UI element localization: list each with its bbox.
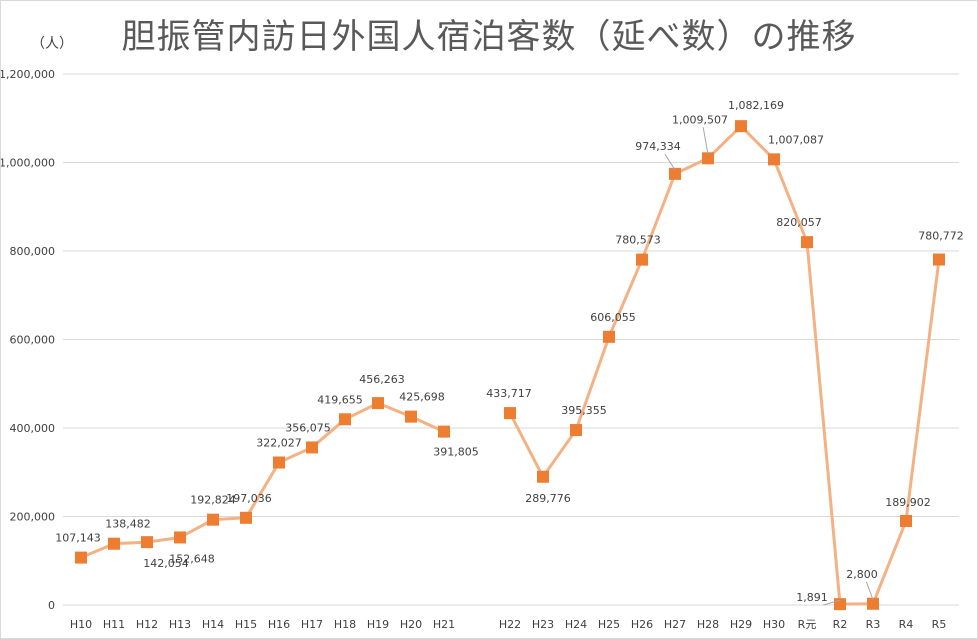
data-point <box>636 253 648 266</box>
y-tick-label: 600,000 <box>10 334 56 347</box>
data-label: 974,334 <box>635 140 681 153</box>
label-leader-line <box>664 153 676 171</box>
data-label: 322,027 <box>256 437 302 450</box>
x-tick-label: R2 <box>833 618 848 631</box>
x-tick-label: H11 <box>103 618 125 631</box>
data-point <box>174 531 186 544</box>
data-point <box>537 470 549 483</box>
x-tick-label: H18 <box>334 618 356 631</box>
x-tick-label: H23 <box>532 618 554 631</box>
data-point <box>108 537 120 550</box>
data-point <box>702 152 714 165</box>
y-tick-label: 400,000 <box>10 422 56 435</box>
x-tick-label: H28 <box>697 618 719 631</box>
data-label: 356,075 <box>285 421 331 434</box>
data-point <box>867 597 879 610</box>
data-point <box>273 456 285 469</box>
data-label: 425,698 <box>399 391 445 404</box>
data-label: 419,655 <box>317 393 363 406</box>
data-label: 820,057 <box>776 216 822 229</box>
y-tick-label: 200,000 <box>10 511 56 524</box>
data-label: 2,800 <box>846 568 878 581</box>
data-label: 456,263 <box>359 373 405 386</box>
data-point <box>900 514 912 527</box>
data-point <box>504 407 516 420</box>
data-point <box>570 424 582 437</box>
x-tick-label: H13 <box>169 618 191 631</box>
data-point <box>735 120 747 133</box>
data-label: 289,776 <box>525 492 571 505</box>
data-label: 192,824 <box>190 494 236 507</box>
data-point <box>801 236 813 249</box>
x-tick-label: H17 <box>301 618 323 631</box>
x-tick-label: H29 <box>730 618 752 631</box>
data-point <box>405 410 417 423</box>
data-label: 1,007,087 <box>768 133 824 146</box>
x-tick-label: H22 <box>499 618 521 631</box>
x-tick-label: R元 <box>798 618 817 631</box>
data-label: 395,355 <box>561 404 607 417</box>
data-label: 138,482 <box>105 518 151 531</box>
y-tick-label: 1,200,000 <box>1 68 55 81</box>
data-point <box>339 413 351 426</box>
data-label: 433,717 <box>486 387 532 400</box>
x-tick-label: H20 <box>400 618 422 631</box>
x-tick-label: H24 <box>565 618 587 631</box>
label-leader-line <box>865 581 874 600</box>
label-leader-line <box>823 599 841 606</box>
data-label: 1,891 <box>796 591 828 604</box>
data-label: 1,082,169 <box>728 99 784 112</box>
y-axis-unit-label: （人） <box>31 36 73 52</box>
data-point <box>306 441 318 454</box>
x-tick-label: H10 <box>70 618 92 631</box>
data-label: 189,902 <box>885 496 931 509</box>
chart-title: 胆振管内訪日外国人宿泊客数（延べ数）の推移 <box>121 17 857 57</box>
y-tick-label: 1,000,000 <box>1 157 55 170</box>
data-label: 197,036 <box>226 492 272 505</box>
x-tick-label: H27 <box>664 618 686 631</box>
series-line <box>80 401 445 559</box>
x-tick-label: H21 <box>433 618 455 631</box>
data-point <box>834 598 846 611</box>
data-point <box>933 253 945 266</box>
data-label: 152,648 <box>169 552 215 565</box>
data-point <box>207 513 219 526</box>
data-label: 780,573 <box>615 234 661 247</box>
x-tick-label: R4 <box>899 618 914 631</box>
x-tick-label: H25 <box>598 618 620 631</box>
x-tick-label: H15 <box>235 618 257 631</box>
data-label: 107,143 <box>55 532 101 545</box>
x-tick-label: H26 <box>631 618 653 631</box>
data-point <box>75 551 87 564</box>
data-point <box>141 536 153 549</box>
data-label: 391,805 <box>433 446 479 459</box>
data-point <box>372 397 384 410</box>
data-point <box>768 153 780 166</box>
data-point <box>240 511 252 524</box>
label-leader-line <box>702 127 709 155</box>
data-label: 1,009,507 <box>672 113 728 126</box>
data-label: 142,054 <box>143 557 189 570</box>
data-label: 606,055 <box>590 311 636 324</box>
x-tick-label: H30 <box>763 618 785 631</box>
x-tick-label: H12 <box>136 618 158 631</box>
data-point <box>669 167 681 180</box>
x-tick-label: R3 <box>866 618 881 631</box>
y-tick-label: 800,000 <box>10 245 56 258</box>
x-tick-label: R5 <box>932 618 947 631</box>
data-point <box>438 425 450 438</box>
data-label: 780,772 <box>918 230 964 243</box>
x-tick-label: H16 <box>268 618 290 631</box>
y-tick-label: 0 <box>48 599 55 612</box>
series-line <box>508 124 941 606</box>
x-tick-label: H14 <box>202 618 224 631</box>
x-tick-label: H19 <box>367 618 389 631</box>
data-point <box>603 330 615 343</box>
